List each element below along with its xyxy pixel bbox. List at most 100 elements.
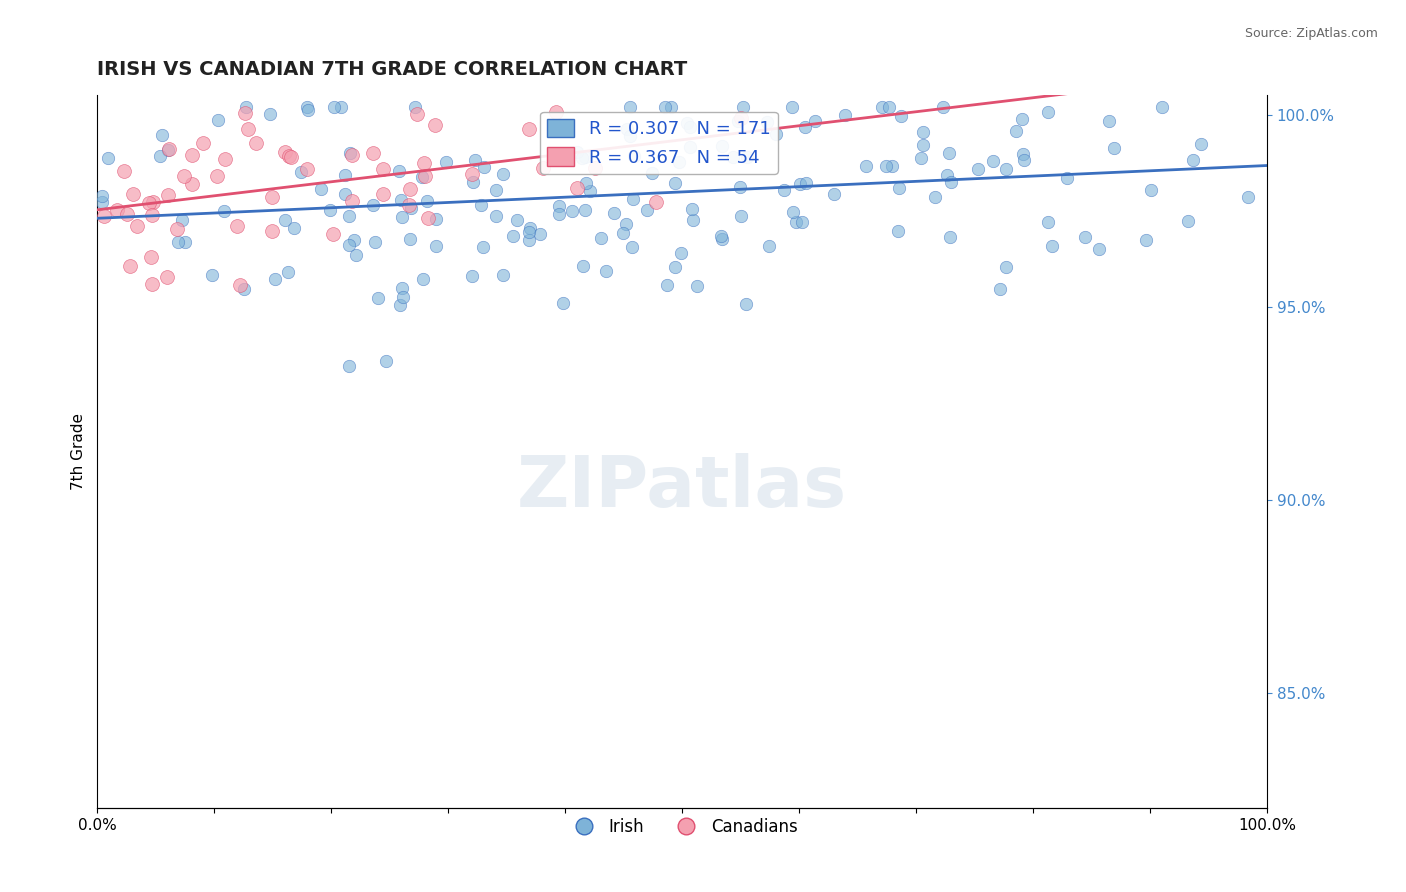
Point (619, 128, 641, 143)
Point (967, 161, 990, 176)
Point (655, 278, 678, 293)
Point (207, 113, 229, 128)
Point (641, 166, 664, 180)
Point (621, 192, 644, 206)
Point (235, 100, 257, 114)
Point (620, 240, 643, 254)
Point (405, 106, 427, 120)
Point (464, 153, 486, 167)
Point (425, 239, 447, 253)
Point (90, 195, 112, 210)
Point (125, 219, 148, 234)
Point (425, 211, 447, 226)
Point (245, 136, 267, 151)
Point (142, 194, 165, 209)
Point (728, 180, 751, 194)
Point (141, 277, 163, 292)
Point (191, 136, 214, 150)
Point (686, 279, 709, 293)
Point (1011, 112, 1033, 127)
Point (93, 209, 115, 223)
Point (342, 194, 364, 208)
Point (329, 100, 352, 114)
Point (773, 183, 796, 197)
Point (882, 160, 904, 174)
Point (765, 127, 787, 141)
Point (434, 155, 457, 169)
Point (727, 114, 749, 128)
Point (834, 108, 856, 122)
Point (484, 210, 506, 224)
Point (389, 297, 412, 311)
Point (344, 247, 367, 261)
Point (758, 238, 780, 252)
Point (579, 184, 602, 198)
Point (333, 168, 356, 182)
Point (97, 152, 120, 166)
Point (735, 297, 758, 311)
Point (756, 115, 779, 129)
Point (679, 120, 702, 135)
Point (472, 240, 495, 254)
Point (548, 207, 571, 221)
Point (870, 100, 893, 114)
Point (389, 194, 412, 208)
Point (931, 100, 953, 114)
Point (548, 199, 571, 213)
Point (1036, 104, 1059, 119)
Point (517, 122, 540, 136)
Point (157, 142, 180, 156)
Point (623, 149, 645, 163)
Point (506, 213, 529, 227)
Point (233, 106, 256, 120)
Point (711, 232, 734, 246)
Point (981, 154, 1004, 169)
Point (794, 176, 817, 190)
Point (371, 186, 394, 201)
Point (342, 148, 364, 162)
Point (644, 194, 666, 209)
Point (461, 269, 484, 284)
Point (212, 204, 235, 219)
Point (149, 149, 172, 163)
Point (1036, 215, 1059, 229)
Point (682, 212, 704, 227)
Point (936, 168, 959, 182)
Point (502, 228, 524, 243)
Text: ZIPatlas: ZIPatlas (517, 453, 848, 522)
Point (636, 203, 658, 218)
Point (780, 100, 803, 114)
Point (679, 140, 702, 154)
Point (793, 120, 815, 134)
Point (1104, 141, 1126, 155)
Point (565, 181, 588, 195)
Point (1012, 147, 1035, 161)
Point (1189, 136, 1212, 151)
Point (994, 162, 1017, 177)
Point (1005, 124, 1028, 138)
Point (589, 230, 612, 244)
Point (309, 182, 332, 196)
Point (681, 202, 703, 217)
Point (413, 169, 436, 183)
Point (418, 211, 440, 225)
Point (603, 206, 626, 220)
Point (531, 161, 554, 176)
Y-axis label: 7th Grade: 7th Grade (72, 413, 86, 491)
Point (371, 162, 394, 177)
Point (236, 122, 259, 136)
Point (363, 235, 385, 249)
Point (228, 277, 250, 292)
Point (173, 169, 195, 183)
Point (166, 221, 188, 235)
Point (398, 198, 420, 212)
Point (994, 260, 1017, 274)
Point (668, 154, 690, 169)
Point (277, 265, 299, 279)
Point (571, 259, 593, 273)
Point (664, 176, 686, 190)
Point (612, 226, 634, 240)
Point (1177, 214, 1199, 228)
Point (1135, 233, 1157, 247)
Point (278, 149, 301, 163)
